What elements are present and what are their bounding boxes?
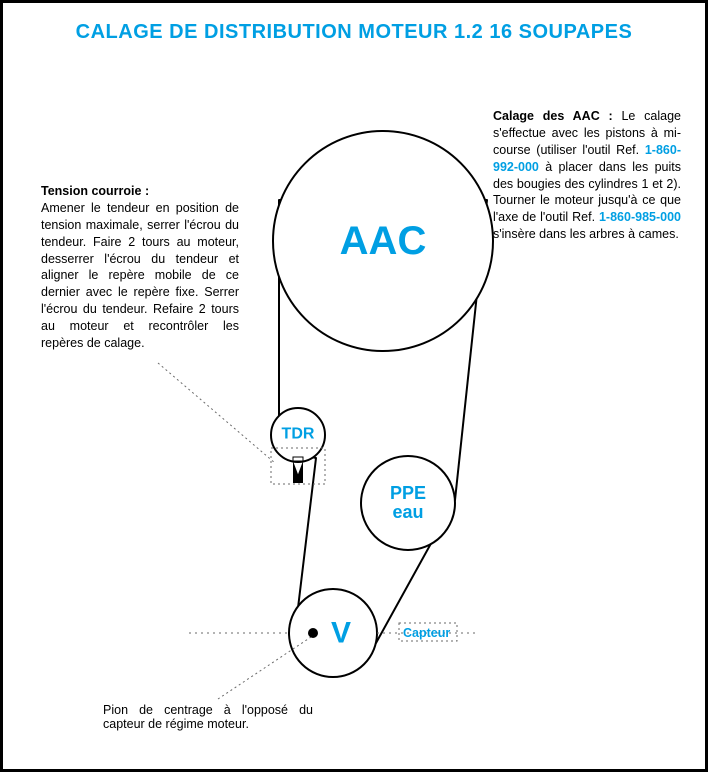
tension-text: Tension courroie : Amener le tendeur en … [41, 183, 239, 352]
pion-caption: Pion de centrage à l'opposé du capteur d… [103, 703, 313, 731]
tension-body: Amener le tendeur en position de tension… [41, 201, 239, 350]
tdr-label: TDR [282, 427, 315, 444]
calage-aac-heading: Calage des AAC : [493, 109, 613, 123]
tension-heading: Tension courroie : [41, 184, 149, 198]
diagram-page: CALAGE DE DISTRIBUTION MOTEUR 1.2 16 SOU… [0, 0, 708, 772]
tool-ref-2: 1-860-985-000 [599, 210, 681, 224]
aac-label: AAC [340, 220, 427, 262]
calage-aac-text: Calage des AAC : Le calage s'effectue av… [493, 108, 681, 243]
calage-aac-body-3: s'insère dans les arbres à cames. [493, 227, 679, 241]
capteur-label: Capteur [403, 626, 450, 640]
ppe-label: PPEeau [390, 484, 426, 522]
page-title: CALAGE DE DISTRIBUTION MOTEUR 1.2 16 SOU… [3, 21, 705, 44]
v-label: V [331, 617, 351, 649]
crank-pion-icon [308, 628, 318, 638]
